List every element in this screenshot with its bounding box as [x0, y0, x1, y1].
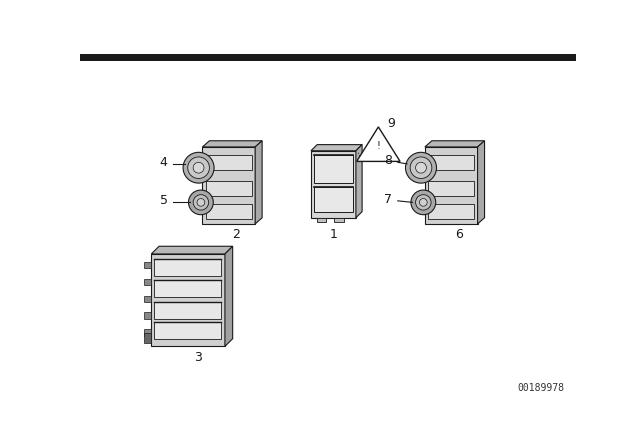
Polygon shape — [428, 155, 474, 170]
Text: 9: 9 — [387, 117, 395, 130]
Bar — [143, 262, 151, 268]
Polygon shape — [151, 246, 233, 254]
Polygon shape — [154, 280, 221, 297]
Text: 5: 5 — [159, 194, 168, 207]
Polygon shape — [314, 155, 353, 183]
Polygon shape — [314, 187, 353, 212]
Text: 1: 1 — [330, 228, 337, 241]
Circle shape — [183, 152, 214, 183]
Circle shape — [411, 190, 436, 215]
Polygon shape — [202, 141, 262, 147]
Text: 2: 2 — [232, 228, 241, 241]
Polygon shape — [225, 246, 233, 346]
Bar — [143, 329, 151, 336]
Polygon shape — [428, 204, 474, 220]
Text: 7: 7 — [385, 193, 392, 206]
Text: 8: 8 — [385, 154, 392, 167]
Polygon shape — [425, 147, 477, 224]
Circle shape — [415, 162, 426, 173]
Polygon shape — [154, 258, 221, 276]
Circle shape — [406, 152, 436, 183]
Bar — [317, 218, 326, 222]
Bar — [80, 54, 576, 61]
Circle shape — [189, 190, 213, 215]
Circle shape — [410, 157, 432, 178]
Polygon shape — [428, 181, 474, 196]
Polygon shape — [154, 302, 221, 319]
Bar — [143, 296, 151, 302]
Text: 3: 3 — [194, 351, 202, 364]
Polygon shape — [356, 145, 362, 218]
Bar — [334, 218, 344, 222]
Polygon shape — [202, 147, 255, 224]
Text: 6: 6 — [455, 228, 463, 241]
Polygon shape — [205, 155, 252, 170]
Text: !: ! — [376, 141, 380, 151]
Polygon shape — [255, 141, 262, 224]
Polygon shape — [425, 141, 484, 147]
Circle shape — [415, 195, 431, 210]
Bar — [143, 313, 151, 319]
Text: 00189978: 00189978 — [517, 383, 564, 392]
Polygon shape — [205, 181, 252, 196]
Circle shape — [193, 195, 209, 210]
Circle shape — [193, 162, 204, 173]
Polygon shape — [356, 127, 400, 161]
Polygon shape — [151, 254, 225, 346]
Polygon shape — [477, 141, 484, 224]
Circle shape — [419, 198, 428, 206]
Polygon shape — [311, 151, 356, 218]
Polygon shape — [311, 145, 362, 151]
Text: 4: 4 — [160, 156, 168, 169]
Polygon shape — [154, 322, 221, 339]
Circle shape — [197, 198, 205, 206]
Bar — [145, 332, 150, 343]
Bar — [143, 279, 151, 285]
Polygon shape — [205, 204, 252, 220]
Circle shape — [188, 157, 209, 178]
